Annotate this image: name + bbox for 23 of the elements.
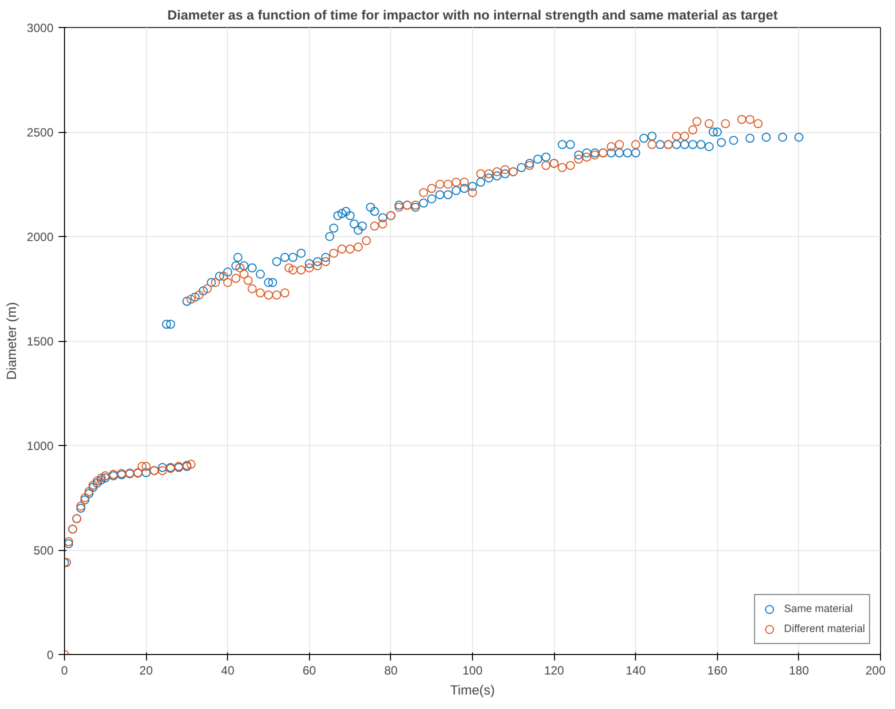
x-tick-label: 180 [788, 664, 810, 678]
x-tick-label: 120 [544, 664, 564, 678]
y-tick-label: 2500 [26, 126, 54, 140]
y-tick-label: 3000 [26, 21, 54, 35]
x-tick-label: 200 [865, 664, 886, 678]
legend-label: Same material [784, 603, 853, 615]
x-tick-label: 140 [626, 664, 646, 678]
legend-label: Different material [784, 623, 865, 635]
x-tick-label: 160 [707, 664, 728, 678]
y-tick-label: 0 [46, 648, 54, 662]
x-tick-label: 80 [384, 664, 398, 678]
x-axis-title: Time(s) [450, 682, 495, 698]
y-tick-label: 1500 [26, 334, 54, 348]
y-tick-label: 500 [33, 544, 54, 558]
x-tick-label: 40 [221, 664, 235, 678]
x-tick-label: 100 [462, 664, 483, 678]
chart-title: Diameter as a function of time for impactor with no internal strength and same material as target [167, 8, 778, 22]
y-axis-title: Diameter (m) [4, 302, 19, 380]
y-tick-label: 2000 [26, 230, 54, 244]
y-tick-label: 1000 [26, 439, 54, 453]
x-tick-label: 20 [139, 664, 154, 678]
x-tick-label: 60 [302, 664, 316, 678]
x-tick-label: 0 [61, 664, 68, 678]
